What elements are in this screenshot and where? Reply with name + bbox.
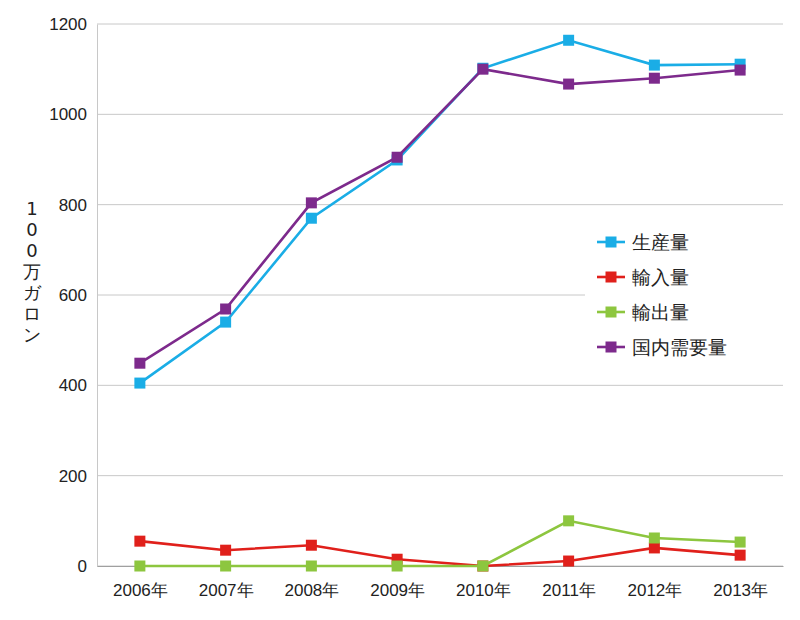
x-tick-label: 2006年	[113, 581, 168, 600]
marker	[220, 304, 231, 315]
x-tick-label: 2010年	[456, 581, 511, 600]
x-tick-label: 2007年	[199, 581, 254, 600]
marker	[649, 60, 660, 71]
y-tick: 400	[59, 376, 97, 395]
marker	[563, 515, 574, 526]
legend: 生産量輸入量輸出量国内需要量	[585, 224, 790, 372]
x-tick: 2013年	[713, 566, 768, 600]
legend-label: 輸入量	[632, 266, 689, 288]
marker	[563, 35, 574, 46]
x-tick-label: 2012年	[627, 581, 682, 600]
y-tick-label: 400	[59, 376, 87, 395]
legend-swatch	[606, 307, 617, 318]
marker	[735, 537, 746, 548]
x-tick-label: 2013年	[713, 581, 768, 600]
series-line	[140, 69, 740, 363]
marker	[392, 561, 403, 572]
y-axis-line	[97, 25, 98, 567]
x-axis: 2006年 2007年 2008年 2009年 2010年 2011年 2012年 2013年	[98, 566, 784, 600]
y-tick-label: 200	[59, 467, 87, 486]
grid-line	[97, 475, 783, 476]
marker	[477, 561, 488, 572]
y-tick: 600	[59, 286, 97, 305]
marker	[220, 545, 231, 556]
marker	[306, 197, 317, 208]
x-tick-label: 2011年	[542, 581, 596, 600]
grid-line	[97, 24, 783, 25]
marker	[220, 317, 231, 328]
y-tick-label: 0	[78, 557, 87, 576]
marker	[477, 64, 488, 75]
legend-label: 生産量	[632, 231, 689, 253]
marker	[134, 561, 145, 572]
marker	[392, 152, 403, 163]
x-tick-label: 2008年	[284, 581, 339, 600]
marker	[134, 536, 145, 547]
marker	[649, 532, 660, 543]
legend-entry: 国内需要量	[597, 336, 727, 358]
marker	[563, 79, 574, 90]
legend-swatch	[606, 237, 617, 248]
x-tick: 2011年	[542, 566, 596, 600]
y-tick: 200	[59, 467, 97, 486]
x-tick-label: 2009年	[370, 581, 425, 600]
legend-entry: 輸入量	[597, 266, 689, 288]
legend-label: 輸出量	[632, 301, 689, 323]
y-tick-label: 800	[59, 196, 87, 215]
y-tick: 1000	[49, 105, 97, 124]
marker	[649, 542, 660, 553]
y-axis-title: 100万ガロン	[23, 198, 42, 345]
marker	[477, 63, 488, 74]
y-tick-label: 600	[59, 286, 87, 305]
marker	[306, 561, 317, 572]
y-axis: 0 200 400 600 800 1000 1200	[49, 15, 97, 576]
marker	[220, 561, 231, 572]
legend-swatch	[606, 272, 617, 283]
series	[134, 515, 745, 571]
marker	[306, 540, 317, 551]
marker	[306, 213, 317, 224]
series-line	[140, 521, 740, 566]
legend-swatch	[606, 342, 617, 353]
marker	[134, 378, 145, 389]
grid-line	[97, 385, 783, 386]
y-tick: 0	[78, 557, 97, 576]
marker	[477, 561, 488, 572]
y-tick: 800	[59, 196, 97, 215]
marker	[649, 73, 660, 84]
y-tick: 1200	[49, 15, 97, 34]
marker	[735, 65, 746, 76]
y-tick-label: 1000	[49, 105, 87, 124]
marker	[134, 358, 145, 369]
plot-area	[134, 35, 745, 572]
grid-line	[97, 204, 783, 205]
legend-background	[585, 224, 790, 372]
series	[134, 35, 745, 389]
legend-label: 国内需要量	[632, 336, 727, 358]
legend-entry: 輸出量	[597, 301, 689, 323]
marker	[735, 550, 746, 561]
legend-entry: 生産量	[597, 231, 689, 253]
marker	[563, 556, 574, 567]
x-tick: 2012年	[627, 566, 682, 600]
chart: 0 200 400 600 800 1000 1200 2006年 2007年 2008年 2009…	[0, 0, 800, 620]
y-tick-label: 1200	[49, 15, 87, 34]
